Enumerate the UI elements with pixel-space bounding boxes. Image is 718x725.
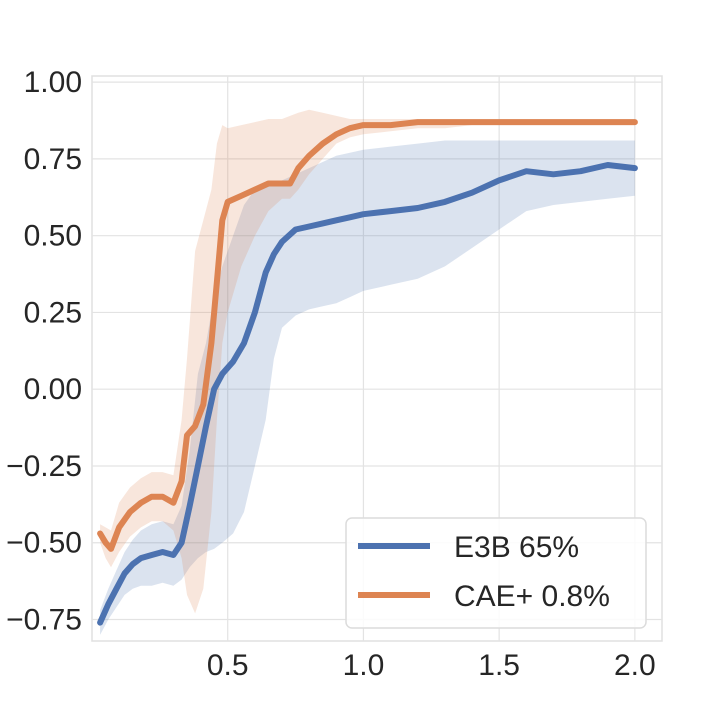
y-axis-ticks: −0.75 −0.50 −0.25 0.00 0.25 0.50 0.75 1.00 [6, 66, 82, 636]
series-lines [97, 119, 638, 626]
x-tick-label: 1.0 [343, 649, 385, 682]
legend: E3B 65% CAE+ 0.8% [345, 517, 647, 629]
legend-label-e3b: E3B 65% [454, 531, 579, 564]
confidence-bands [100, 109, 635, 635]
y-tick-label: 0.25 [24, 296, 82, 329]
confidence-band-cae [100, 109, 635, 614]
y-tick-label: 1.00 [24, 66, 82, 99]
y-tick-label: 0.50 [24, 220, 82, 253]
y-tick-label: −0.75 [6, 604, 82, 637]
confidence-band-e3b [100, 140, 635, 635]
x-tick-label: 0.5 [207, 649, 249, 682]
y-tick-label: −0.25 [6, 450, 82, 483]
y-tick-label: −0.50 [6, 527, 82, 560]
y-tick-label: 0.75 [24, 143, 82, 176]
series-line-e3b [97, 162, 638, 626]
legend-label-cae: CAE+ 0.8% [454, 580, 610, 613]
x-tick-label: 2.0 [614, 649, 656, 682]
series-line-cae [97, 119, 638, 552]
y-tick-label: 0.00 [24, 373, 82, 406]
x-tick-label: 1.5 [478, 649, 520, 682]
x-axis-ticks: 0.5 1.0 1.5 2.0 [207, 649, 656, 682]
